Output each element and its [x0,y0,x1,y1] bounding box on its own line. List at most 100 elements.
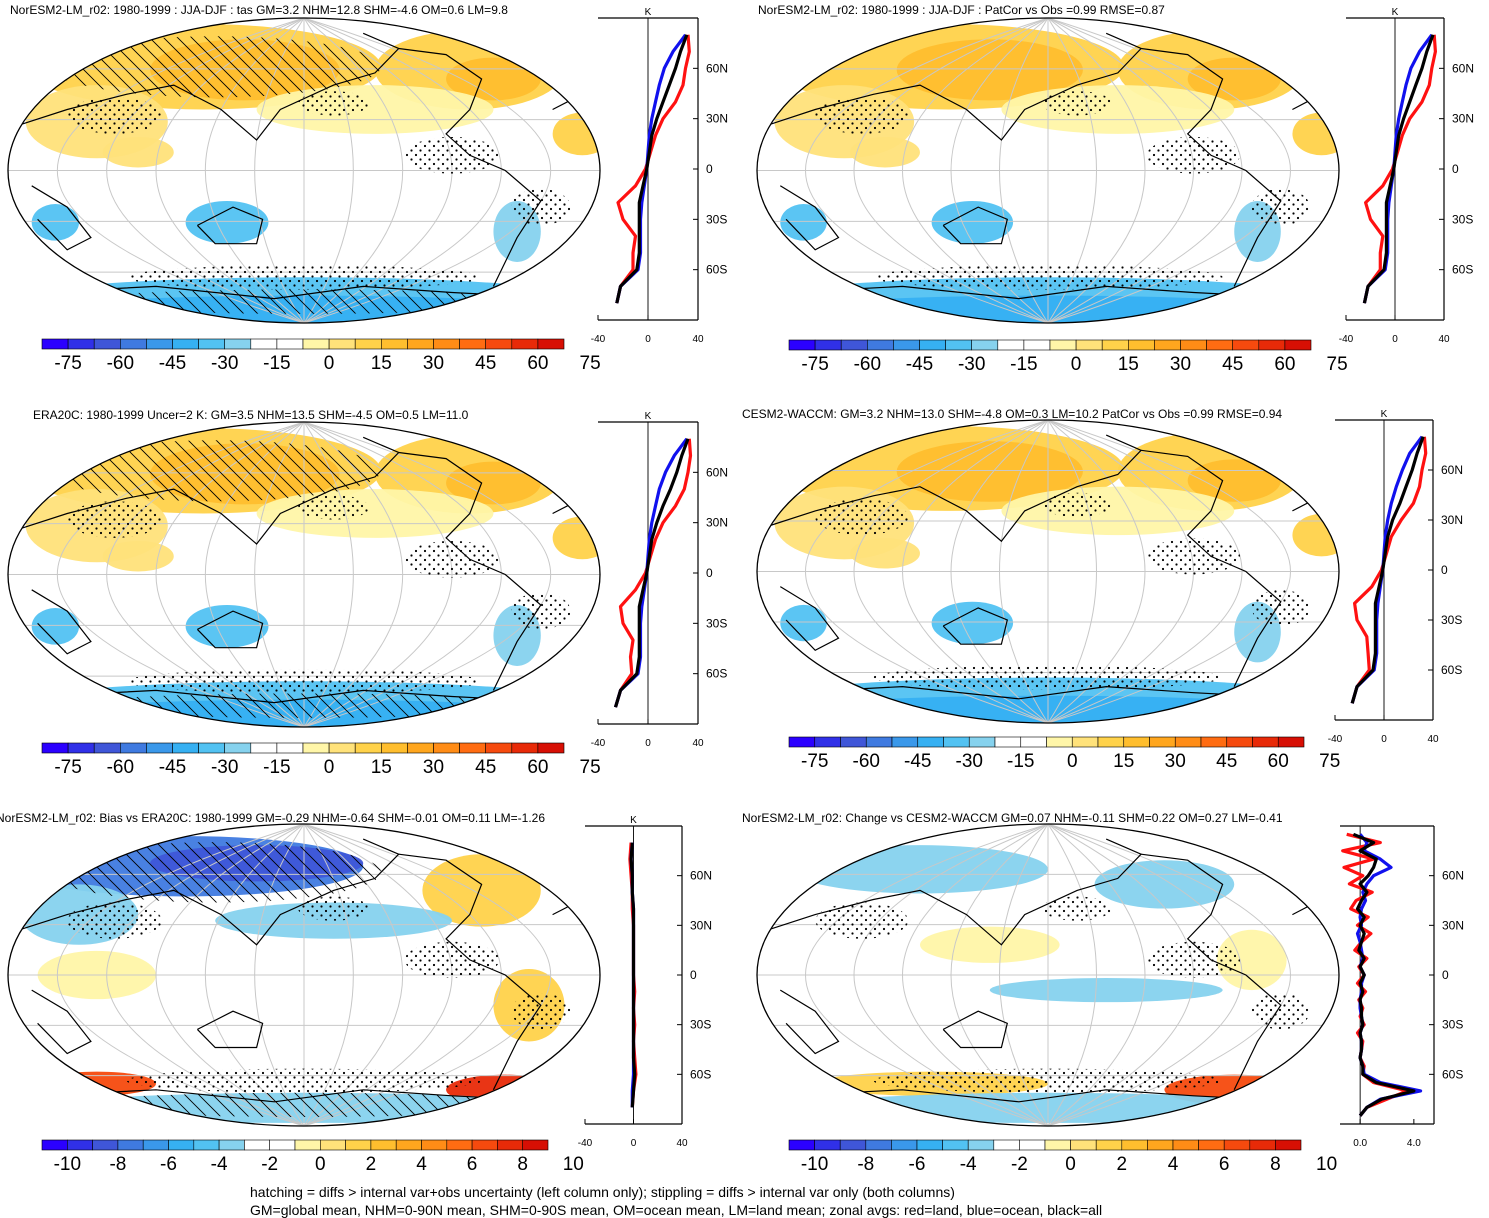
colorbar-box [511,742,539,754]
colorbar-box [840,736,867,748]
colorbar-tick-label: 10 [1316,1154,1337,1175]
zonal-y-tick-label: 60S [690,1067,711,1081]
zonal-mean-plot: 0.0 4.0 60N 30N 0 30S 60S [1340,825,1464,1149]
zonal-mean-plot: K -40 0 40 60N 30N 0 30S 60S [578,815,712,1149]
coastline [196,610,264,649]
colorbar: -75 -60 -45 -30 -15 0 15 30 45 60 75 [41,742,601,778]
zonal-y-tick-label: 60S [1442,1067,1463,1081]
zonal-y-tick-label: 60S [706,263,727,277]
hatching-region [49,440,381,502]
colorbar-box [1249,1139,1276,1151]
colorbar-box [250,338,278,350]
colorbar: -75 -60 -45 -30 -15 0 15 30 45 60 75 [788,736,1340,772]
stippling-region [815,498,909,536]
colorbar-tick-label: -60 [854,354,881,375]
color-field-patch [780,204,827,241]
stippling-region [511,188,571,226]
map-field [757,420,1339,723]
zonal-line-all [615,34,689,304]
colorbar-box [497,1139,523,1151]
stippling-region [1146,538,1241,575]
zonal-x-tick-label: 40 [692,738,704,749]
colorbar-box [485,742,513,754]
colorbar-tick-label: -45 [159,757,186,778]
colorbar-box [302,742,330,754]
colorbar-tick-label: 15 [371,757,392,778]
zonal-x-tick-label: 0 [645,738,651,749]
map-outline [756,419,1340,724]
color-field-patch [791,845,1048,894]
colorbar-box [1180,339,1207,351]
colorbar-box [380,742,408,754]
colorbar-box [840,339,868,351]
color-field-patch [446,57,541,101]
colorbar-box [120,338,147,350]
colorbar-tick-label: -6 [909,1154,926,1175]
zonal-y-tick-label: 60N [1441,463,1463,477]
color-field-patch [185,605,269,648]
colorbar-tick-label: -8 [109,1154,126,1175]
colorbar-box [92,1139,119,1151]
colorbar-tick-label: -2 [1011,1154,1028,1175]
colorbar-box [1023,339,1051,351]
colorbar-box [302,338,330,350]
colorbar-tick-label: 75 [580,757,601,778]
stippling-region [404,941,500,979]
color-field-patch [780,604,827,642]
map-outline [756,17,1340,324]
panel-5: NorESM2-LM_r02: Bias vs ERA20C: 1980-199… [0,811,712,1175]
panel-1: NorESM2-LM_r02: 1980-1999 : JJA-DJF : ta… [7,3,728,374]
colorbar-box [67,338,95,350]
colorbar-tick-label: 60 [1274,354,1295,375]
colorbar-box [1200,736,1228,748]
zonal-y-tick-label: 60S [1452,263,1473,277]
coastline [196,206,264,245]
zonal-y-tick-label: 30N [1441,513,1463,527]
colorbar-box [354,338,382,350]
colorbar-tick-label: -60 [107,757,134,778]
zonal-line-ocean [1350,435,1424,704]
zonal-line-ocean [1362,33,1434,304]
colorbar-box [1044,1139,1071,1151]
colorbar-box [866,339,894,351]
zonal-line-land [1362,34,1438,304]
zonal-unit-label: K [645,411,652,422]
colorbar-tick-label: -30 [956,751,983,772]
colorbar-box [276,742,304,754]
color-field-patch [931,601,1014,645]
zonal-y-tick-label: 0 [706,566,713,580]
zonal-y-tick-label: 60S [1441,663,1462,677]
colorbar-box [1019,1139,1046,1151]
colorbar-tick-label: 30 [1170,354,1191,375]
coastline [779,989,840,1055]
panel-title: ERA20C: 1980-1999 Uncer=2 K: GM=3.5 NHM=… [33,408,469,422]
colorbar-box [485,338,513,350]
coastline [31,185,92,251]
zonal-y-tick-label: 30S [706,212,727,226]
colorbar-box [224,338,252,350]
zonal-y-tick-label: 30N [706,516,728,530]
colorbar-box [1172,1139,1199,1151]
hatching-region [49,36,381,98]
zonal-unit-label: K [1381,409,1388,420]
zonal-y-tick-label: 60N [706,61,728,75]
colorbar-box [198,338,226,350]
colorbar-tick-label: 15 [371,353,392,374]
coastline [31,989,92,1055]
colorbar-box [41,338,69,350]
colorbar-box [142,1139,169,1151]
footnote-line-2: GM=global mean, NHM=0-90N mean, SHM=0-90… [250,1202,1103,1218]
colorbar-box [1075,339,1103,351]
stippling-region [67,902,162,939]
colorbar-tick-label: -30 [211,757,238,778]
colorbar-tick-label: -75 [54,353,81,374]
colorbar-tick-label: -75 [801,751,828,772]
color-field-patch [1094,860,1235,909]
colorbar-box [1284,339,1312,351]
colorbar-box [1174,736,1202,748]
panel-2: NorESM2-LM_r02: 1980-1999 : JJA-DJF : Pa… [756,3,1474,375]
colorbar-box [919,339,946,351]
zonal-y-tick-label: 0 [1452,162,1459,176]
colorbar-box [1252,736,1279,748]
panel-3: ERA20C: 1980-1999 Uncer=2 K: GM=3.5 NHM=… [7,408,728,778]
